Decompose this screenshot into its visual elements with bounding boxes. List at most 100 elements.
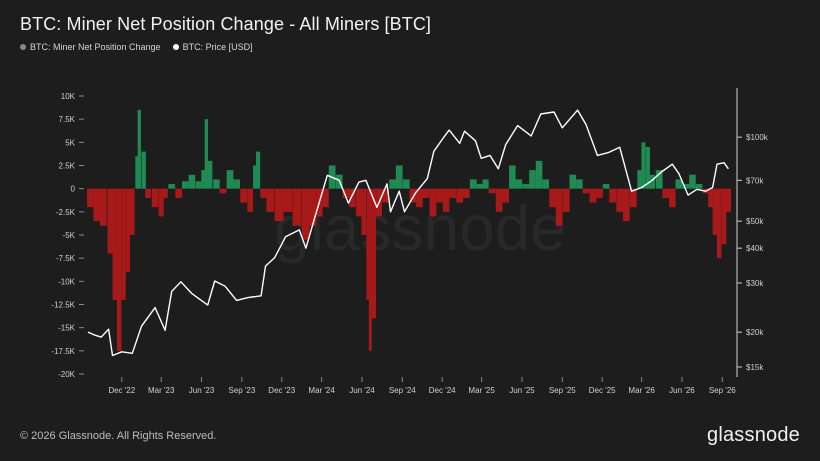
- bar-negative: [356, 188, 362, 217]
- bar-negative: [107, 188, 114, 254]
- bar-negative: [99, 188, 107, 226]
- y-left-tick-label: -5K: [63, 231, 76, 240]
- bar-positive: [542, 179, 550, 189]
- bar-negative: [616, 188, 624, 212]
- bar-positive: [188, 174, 196, 189]
- bar-negative: [456, 188, 464, 203]
- x-tick-label: Sep '25: [549, 386, 576, 395]
- bar-negative: [462, 188, 470, 198]
- x-tick-label: Sep '26: [709, 386, 736, 395]
- bar-negative: [116, 188, 122, 351]
- bar-positive: [695, 184, 703, 189]
- bar-positive: [569, 174, 577, 189]
- bar-negative: [301, 188, 310, 240]
- bar-positive: [476, 184, 483, 189]
- bar-negative: [368, 188, 372, 351]
- bar-negative: [145, 188, 151, 198]
- y-right-tick-label: $15k: [746, 363, 764, 372]
- y-left-tick-label: 0: [71, 185, 76, 194]
- x-tick-label: Mar '23: [148, 386, 175, 395]
- bar-positive: [256, 151, 261, 189]
- bar-positive: [675, 179, 683, 189]
- bar-positive: [137, 109, 141, 189]
- bar-positive: [649, 174, 655, 189]
- x-tick-label: Jun '24: [349, 386, 375, 395]
- bar-negative: [629, 188, 637, 208]
- bar-negative: [449, 188, 457, 198]
- bar-negative: [240, 188, 248, 203]
- bar-negative: [429, 188, 437, 217]
- bar-positive: [482, 179, 489, 189]
- bar-negative: [342, 188, 350, 198]
- bar-negative: [555, 188, 563, 226]
- y-right-tick-label: $20k: [746, 328, 764, 337]
- bar-positive: [602, 184, 610, 189]
- legend-item-price[interactable]: BTC: Price [USD]: [172, 42, 253, 52]
- x-tick-label: Mar '26: [628, 386, 655, 395]
- bar-positive: [201, 170, 206, 189]
- y-left-tick-label: -10K: [58, 277, 76, 286]
- bar-positive: [389, 179, 397, 189]
- bar-negative: [669, 188, 676, 208]
- x-tick-label: Mar '25: [468, 386, 495, 395]
- x-tick-label: Sep '23: [228, 386, 255, 395]
- bar-negative: [349, 188, 356, 208]
- bar-negative: [708, 188, 713, 208]
- bar-positive: [469, 179, 477, 189]
- bar-positive: [529, 170, 536, 189]
- bar-negative: [162, 188, 168, 198]
- footer-copyright: © 2026 Glassnode. All Rights Reserved.: [20, 430, 217, 442]
- bar-negative: [266, 188, 275, 212]
- bar-positive: [515, 179, 523, 189]
- x-tick-label: Sep '24: [389, 386, 416, 395]
- bar-positive: [195, 181, 202, 189]
- bar-negative: [409, 188, 417, 203]
- bar-positive: [535, 160, 543, 189]
- bar-positive: [689, 174, 696, 189]
- bar-positive: [576, 179, 583, 189]
- y-right-tick-label: $100k: [746, 133, 769, 142]
- bar-positive: [402, 179, 410, 189]
- bar-positive: [522, 184, 530, 189]
- y-right-tick-label: $50k: [746, 217, 764, 226]
- legend-dot-net-position: [20, 44, 26, 50]
- footer-logo[interactable]: glassnode: [707, 424, 800, 446]
- x-tick-label: Mar '24: [308, 386, 335, 395]
- bar-positive: [253, 165, 257, 189]
- bar-negative: [361, 188, 367, 235]
- bar-negative: [371, 188, 376, 319]
- bar-negative: [562, 188, 570, 212]
- y-left-tick-label: -17.5K: [51, 347, 75, 356]
- bar-negative: [589, 188, 597, 203]
- bar-positive: [641, 142, 646, 189]
- bar-negative: [129, 188, 135, 235]
- bar-negative: [366, 188, 370, 300]
- y-left-tick-label: 7.5K: [59, 115, 76, 124]
- bar-positive: [213, 179, 220, 189]
- bar-positive: [509, 165, 516, 189]
- bar-negative: [121, 188, 126, 300]
- bar-negative: [422, 188, 430, 198]
- bar-negative: [93, 188, 101, 222]
- bar-positive: [141, 151, 146, 189]
- chart-legend: BTC: Miner Net Position Change BTC: Pric…: [20, 42, 253, 52]
- bar-negative: [609, 188, 617, 203]
- y-left-tick-label: 5K: [65, 138, 75, 147]
- bar-negative: [125, 188, 131, 273]
- x-tick-label: Jun '23: [189, 386, 215, 395]
- bar-positive: [395, 165, 403, 189]
- bar-positive: [655, 170, 663, 189]
- bar-negative: [712, 188, 718, 235]
- bar-negative: [175, 188, 183, 198]
- bar-negative: [158, 188, 164, 217]
- y-right-tick-label: $70k: [746, 176, 764, 185]
- bar-positive: [168, 184, 176, 189]
- bar-negative: [442, 188, 450, 212]
- bar-negative: [596, 188, 603, 198]
- bar-negative: [247, 188, 254, 212]
- legend-item-net-position[interactable]: BTC: Miner Net Position Change: [20, 42, 161, 52]
- bar-positive: [682, 184, 690, 189]
- bar-negative: [322, 188, 329, 208]
- bar-negative: [219, 188, 227, 194]
